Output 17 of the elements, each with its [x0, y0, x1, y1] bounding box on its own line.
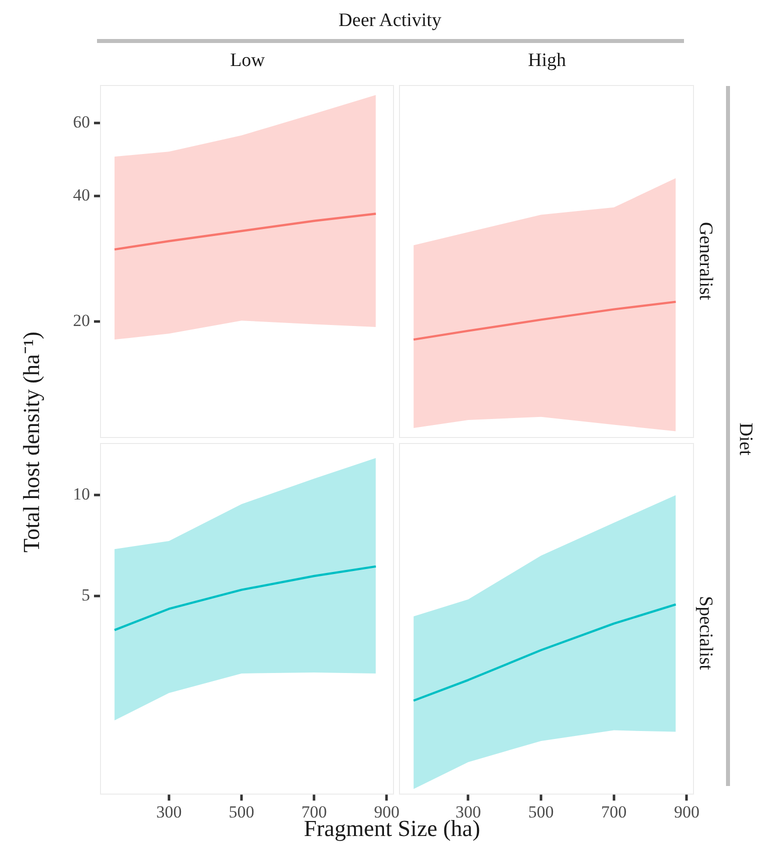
text: Deer Activity: [338, 10, 442, 32]
y-axis-title: Total host density (ha⁻¹): [18, 330, 45, 554]
chart-title: Low: [229, 50, 266, 72]
text: Diet: [734, 422, 756, 458]
x-tick-label: 700: [601, 802, 627, 822]
chart-title: High: [527, 50, 567, 72]
y-tick-label: 5: [82, 586, 90, 605]
y2-axis-title: Generalist: [694, 220, 716, 302]
y-tick-label: 10: [73, 484, 90, 504]
y-tick-label: 40: [73, 186, 90, 205]
x-tick-label: 500: [528, 802, 554, 822]
x-tick-label: 900: [674, 802, 700, 822]
x-tick-label: 300: [156, 802, 182, 822]
x-tick-label: 500: [228, 802, 254, 822]
y-tick-label: 20: [73, 310, 90, 330]
y-tick-label: 60: [73, 112, 90, 132]
y2-axis-title: Specialist: [694, 595, 716, 672]
